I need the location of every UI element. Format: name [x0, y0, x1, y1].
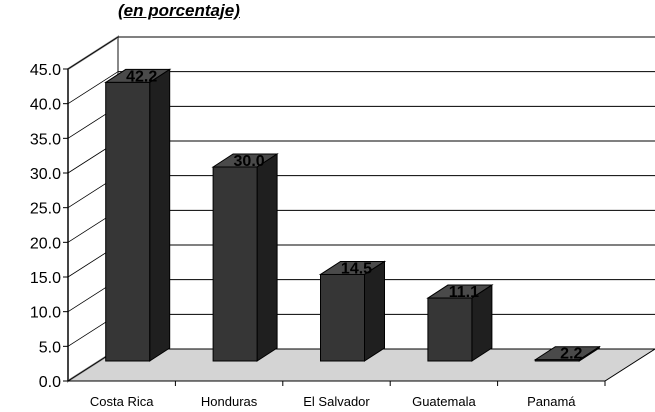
x-tick-label: Panamá: [527, 394, 576, 409]
bars: [104, 68, 601, 362]
x-tick-label: Honduras: [201, 394, 258, 409]
data-label: 30.0: [234, 153, 265, 170]
y-tick-label: 30.0: [30, 166, 61, 183]
x-tick-label: El Salvador: [303, 394, 370, 409]
y-tick-label: 0.0: [39, 374, 61, 391]
y-tick-label: 45.0: [30, 62, 61, 79]
gridline-depth: [67, 71, 119, 105]
bar-side: [149, 68, 171, 362]
bar: [533, 345, 601, 362]
gridline-depth: [67, 36, 119, 70]
chart-subtitle: (en porcentaje): [118, 1, 240, 20]
x-tick-label: Costa Rica: [90, 394, 154, 409]
y-tick-label: 35.0: [30, 131, 61, 148]
bar: [211, 153, 279, 362]
data-label: 42.2: [126, 68, 157, 85]
data-label: 14.5: [341, 260, 372, 277]
x-axis: Costa Rica Honduras El Salvador Guatemala Pa…: [68, 380, 606, 409]
y-tick-label: 20.0: [30, 235, 61, 252]
y-tick-label: 40.0: [30, 97, 61, 114]
bar-front: [212, 166, 258, 362]
x-tick-label: Guatemala: [412, 394, 476, 409]
data-labels: 42.2 30.0 14.5 11.1 2.2: [126, 68, 582, 362]
y-tick-label: 10.0: [30, 305, 61, 322]
bar-front: [105, 81, 151, 362]
data-label: 11.1: [449, 284, 479, 301]
y-axis: 0.0 5.0 10.0 15.0 20.0 25.0 30.0 35.0 40.0 45.0: [30, 62, 69, 391]
bar: [426, 284, 494, 362]
y-tick-label: 15.0: [30, 270, 61, 287]
bar: [318, 260, 387, 362]
bar-front: [320, 273, 365, 362]
bar-side: [256, 153, 278, 362]
y-tick-label: 5.0: [39, 339, 61, 356]
bar-front: [427, 297, 473, 362]
data-label: 2.2: [560, 346, 582, 363]
bar: [104, 68, 172, 362]
y-tick-label: 25.0: [30, 201, 61, 218]
bar-front: [534, 359, 580, 362]
